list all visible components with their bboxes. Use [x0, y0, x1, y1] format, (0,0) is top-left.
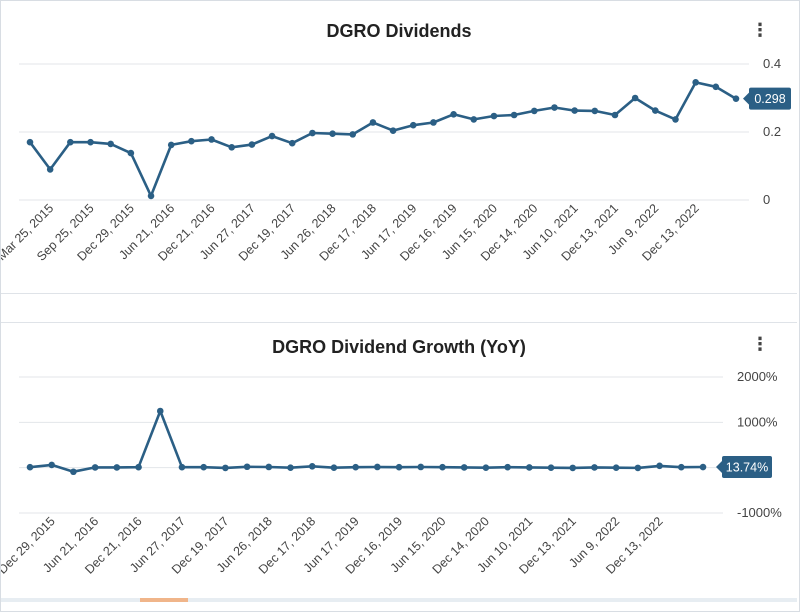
- dividend-growth-chart-panel: DGRO Dividend Growth (YoY) ⋮ -1000%01000…: [1, 322, 797, 598]
- dividend-data-point[interactable]: [147, 192, 155, 200]
- dividend-data-point[interactable]: [450, 111, 457, 118]
- growth-data-point[interactable]: [699, 463, 707, 471]
- growth-chart-title: DGRO Dividend Growth (YoY): [272, 337, 526, 357]
- growth-data-point[interactable]: [395, 463, 403, 471]
- growth-data-point[interactable]: [70, 468, 77, 476]
- growth-last-value-label: 13.74%: [726, 461, 768, 475]
- growth-data-point[interactable]: [417, 463, 425, 471]
- dividend-data-point[interactable]: [228, 144, 236, 151]
- growth-data-point[interactable]: [200, 463, 207, 471]
- dividend-y-tick-label: 0: [763, 192, 770, 207]
- growth-data-point[interactable]: [26, 463, 34, 471]
- dividend-data-point[interactable]: [692, 79, 699, 86]
- growth-data-point[interactable]: [352, 463, 359, 471]
- dividend-y-tick-label: 0.4: [763, 56, 781, 71]
- dividend-data-point[interactable]: [329, 130, 336, 137]
- dividend-data-point[interactable]: [87, 138, 94, 146]
- dividend-data-point[interactable]: [127, 149, 135, 157]
- growth-data-point[interactable]: [178, 463, 186, 471]
- horizontal-scrollbar[interactable]: [1, 598, 797, 602]
- growth-data-point[interactable]: [48, 461, 56, 469]
- growth-data-point[interactable]: [656, 462, 663, 470]
- dividend-data-point[interactable]: [732, 95, 740, 102]
- growth-data-point[interactable]: [113, 464, 121, 471]
- growth-data-point[interactable]: [308, 463, 316, 470]
- growth-data-point[interactable]: [330, 464, 338, 471]
- growth-data-point[interactable]: [439, 463, 446, 471]
- dividend-data-point[interactable]: [652, 107, 659, 114]
- growth-y-tick-label: 2000%: [737, 369, 778, 384]
- dividend-data-point[interactable]: [530, 107, 538, 115]
- dividend-data-point[interactable]: [309, 129, 316, 137]
- growth-data-point[interactable]: [482, 464, 490, 471]
- growth-last-value-badge: 13.74%: [716, 456, 772, 479]
- growth-data-point[interactable]: [91, 464, 99, 471]
- dividend-data-point[interactable]: [46, 166, 54, 173]
- dividend-last-value-label: 0.298: [754, 92, 785, 106]
- dividend-data-point[interactable]: [409, 121, 417, 129]
- dividend-data-point[interactable]: [248, 141, 256, 148]
- dividends-chart-panel: DGRO Dividends ⋮ 0 0.2 0.4 Mar 25, 2015 Sep …: [1, 1, 797, 294]
- growth-y-tick-label: 1000%: [737, 414, 778, 429]
- dividend-data-point[interactable]: [389, 127, 397, 134]
- growth-data-point[interactable]: [569, 464, 577, 472]
- dividend-data-point[interactable]: [188, 137, 195, 145]
- growth-data-point[interactable]: [265, 463, 273, 471]
- dividend-series-line: [28, 81, 737, 198]
- growth-data-point[interactable]: [460, 464, 468, 471]
- growth-data-point[interactable]: [504, 463, 511, 471]
- dividend-last-value-badge: 0.298: [743, 87, 791, 110]
- dividend-data-point[interactable]: [107, 140, 114, 148]
- growth-data-point[interactable]: [634, 464, 642, 472]
- dividend-data-point[interactable]: [551, 104, 558, 111]
- dividend-data-point[interactable]: [490, 112, 498, 120]
- dividend-data-point[interactable]: [208, 136, 215, 143]
- growth-data-point[interactable]: [156, 407, 164, 415]
- dividend-data-point[interactable]: [67, 138, 74, 146]
- dividend-data-point[interactable]: [510, 111, 518, 119]
- dividend-data-point[interactable]: [167, 141, 175, 149]
- dividend-data-point[interactable]: [591, 107, 599, 115]
- dividend-data-point[interactable]: [611, 111, 619, 119]
- dividend-y-tick-label: 0.2: [763, 124, 781, 139]
- growth-data-point[interactable]: [222, 464, 229, 472]
- growth-data-point[interactable]: [287, 464, 294, 471]
- dividend-data-point[interactable]: [631, 94, 639, 102]
- dividend-data-point[interactable]: [571, 107, 578, 114]
- dividend-data-point[interactable]: [349, 131, 357, 138]
- growth-data-point[interactable]: [677, 463, 685, 471]
- dividend-data-point[interactable]: [672, 116, 679, 123]
- growth-data-point[interactable]: [243, 463, 251, 471]
- dividend-data-point[interactable]: [268, 132, 276, 140]
- growth-data-point[interactable]: [547, 464, 555, 471]
- growth-data-point[interactable]: [591, 464, 598, 471]
- dividends-chart-title: DGRO Dividends: [326, 21, 472, 41]
- dividend-data-point[interactable]: [26, 138, 34, 146]
- dividend-data-point[interactable]: [369, 119, 377, 126]
- growth-y-tick-label: -1000%: [737, 505, 782, 520]
- growth-data-point[interactable]: [374, 463, 381, 471]
- dividend-data-point[interactable]: [712, 83, 720, 91]
- scrollbar-thumb[interactable]: [140, 598, 188, 602]
- growth-data-point[interactable]: [135, 463, 142, 471]
- growth-series-line: [29, 409, 704, 473]
- growth-data-point[interactable]: [526, 464, 533, 471]
- dividend-data-point[interactable]: [470, 116, 478, 123]
- dividend-data-point[interactable]: [288, 139, 296, 147]
- growth-data-point[interactable]: [612, 464, 620, 471]
- dividend-data-point[interactable]: [430, 119, 437, 126]
